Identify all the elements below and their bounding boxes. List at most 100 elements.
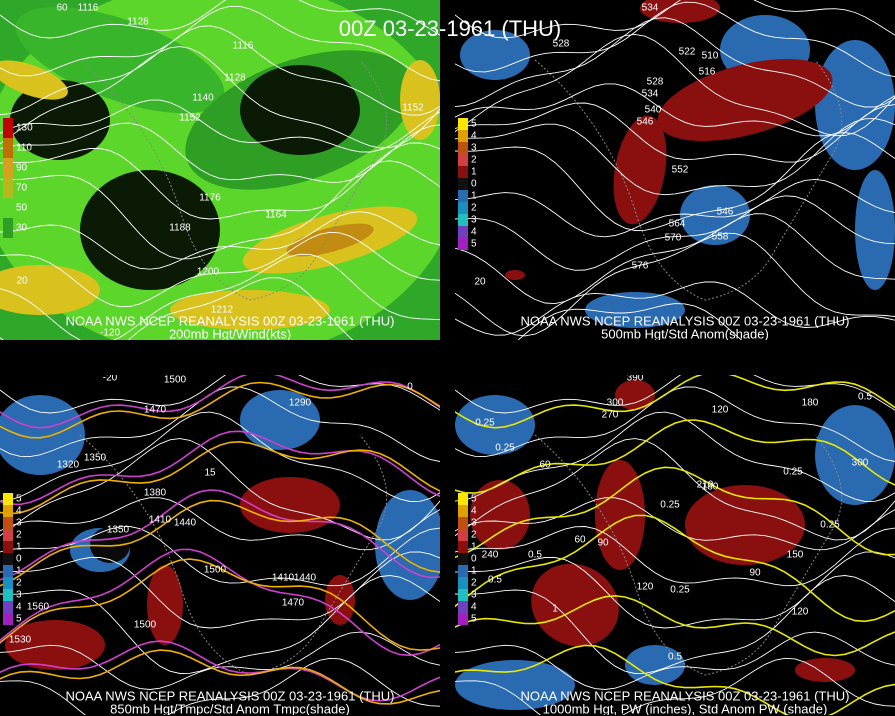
legend-swatch (458, 142, 468, 154)
legend-swatch (458, 493, 468, 505)
contour-line (0, 142, 440, 220)
legend-swatch (458, 601, 468, 613)
contour-label: 1 (552, 604, 558, 615)
contour-label: 1350 (107, 525, 130, 536)
contour-line (0, 99, 440, 153)
contour-line (455, 438, 895, 541)
contour-label: 1152 (179, 113, 201, 124)
contour-label: 120 (712, 405, 729, 416)
shaded-region (795, 658, 855, 682)
shaded-region (240, 390, 320, 450)
contour-label: 60 (56, 3, 68, 14)
legend-label: 3 (471, 215, 477, 226)
coastline (534, 434, 843, 676)
contour-label: 1320 (57, 460, 80, 471)
contour-line (0, 277, 354, 340)
contour-line (455, 17, 895, 108)
contour-label: 528 (647, 77, 664, 88)
legend-label: 2 (16, 578, 22, 589)
shaded-region (0, 265, 100, 315)
contour-line (0, 46, 440, 149)
legend-swatch (3, 138, 13, 158)
legend-label: 0 (471, 554, 477, 565)
contour-label: 570 (665, 233, 682, 244)
shaded-region (505, 270, 525, 280)
map-panel: 5432101234515001470132013501290138013501… (0, 375, 440, 715)
legend-swatch (3, 505, 13, 517)
legend-swatch (458, 529, 468, 541)
contour-label: 300 (852, 458, 869, 469)
legend-swatch (458, 130, 468, 142)
shaded-region (613, 115, 667, 225)
legend-label: 2 (16, 530, 22, 541)
legend-swatch (458, 577, 468, 589)
contour-label: 150 (787, 550, 804, 561)
legend-swatch (458, 613, 468, 625)
contour-line (455, 178, 895, 238)
contour-label: 1200 (197, 267, 220, 278)
contour-label: 1440 (174, 518, 197, 529)
contour-label: 0.25 (820, 520, 840, 531)
contour-line (455, 132, 895, 231)
panel-source: NOAA NWS NCEP REANALYSIS 00Z 03-23-1961 … (521, 313, 850, 328)
contour-label: 0.25 (660, 500, 680, 511)
shaded-region (680, 185, 750, 245)
shaded-region (400, 60, 440, 140)
legend-swatch (458, 214, 468, 226)
shaded-region (815, 405, 895, 505)
contour-line (455, 644, 895, 715)
shaded-region (585, 292, 685, 328)
contour-line (0, 5, 440, 82)
contour-line (455, 657, 895, 715)
contour-label: 534 (642, 3, 659, 14)
contour-label: 1470 (144, 405, 167, 416)
legend-label: 3 (16, 590, 22, 601)
legend-swatch (3, 601, 13, 613)
contour-label: 540 (645, 105, 662, 116)
legend-swatch (3, 613, 13, 625)
shaded-region (170, 290, 330, 330)
contour-label: 60 (539, 460, 551, 471)
shaded-region (286, 223, 374, 257)
contour-label: 534 (642, 89, 659, 100)
legend-swatch (458, 238, 468, 250)
legend-swatch (458, 553, 468, 565)
panel-source: NOAA NWS NCEP REANALYSIS 00Z 03-23-1961 … (66, 313, 395, 328)
contour-label: 0 (407, 382, 413, 393)
coastline (79, 434, 388, 676)
contour-label: 120 (637, 582, 654, 593)
contour-label: 1116 (78, 3, 99, 14)
legend-label: 110 (16, 143, 32, 154)
contour-line (0, 430, 440, 506)
contour-label: 552 (672, 165, 689, 176)
legend-label: 2 (471, 203, 477, 214)
legend-swatch (3, 178, 13, 198)
contour-label: 546 (717, 207, 734, 218)
contour-label: 510 (702, 51, 719, 62)
contour-line (455, 575, 895, 674)
contour-label: 1410 (149, 515, 172, 526)
legend-label: 5 (471, 119, 477, 130)
legend-label: 3 (471, 518, 477, 529)
legend-label: 5 (471, 494, 477, 505)
contour-line (0, 231, 440, 308)
legend-swatch (3, 158, 13, 178)
contour-line (455, 1, 895, 78)
contour-line (0, 438, 440, 541)
contour-line (455, 213, 895, 305)
coastline (534, 59, 843, 301)
coastline (79, 59, 388, 301)
contour-line (455, 386, 895, 462)
legend-label: 130 (16, 123, 33, 134)
panel-caption: 200mb Hgt/Wind(kts) (169, 326, 291, 341)
shaded-region (455, 395, 535, 455)
contour-line (0, 649, 440, 705)
contour-label: 0.5 (528, 550, 542, 561)
contour-label: 60 (574, 535, 586, 546)
contour-line (0, 489, 440, 581)
shaded-region (375, 490, 440, 600)
contour-label: -120 (100, 328, 120, 339)
contour-label: 516 (699, 67, 716, 78)
